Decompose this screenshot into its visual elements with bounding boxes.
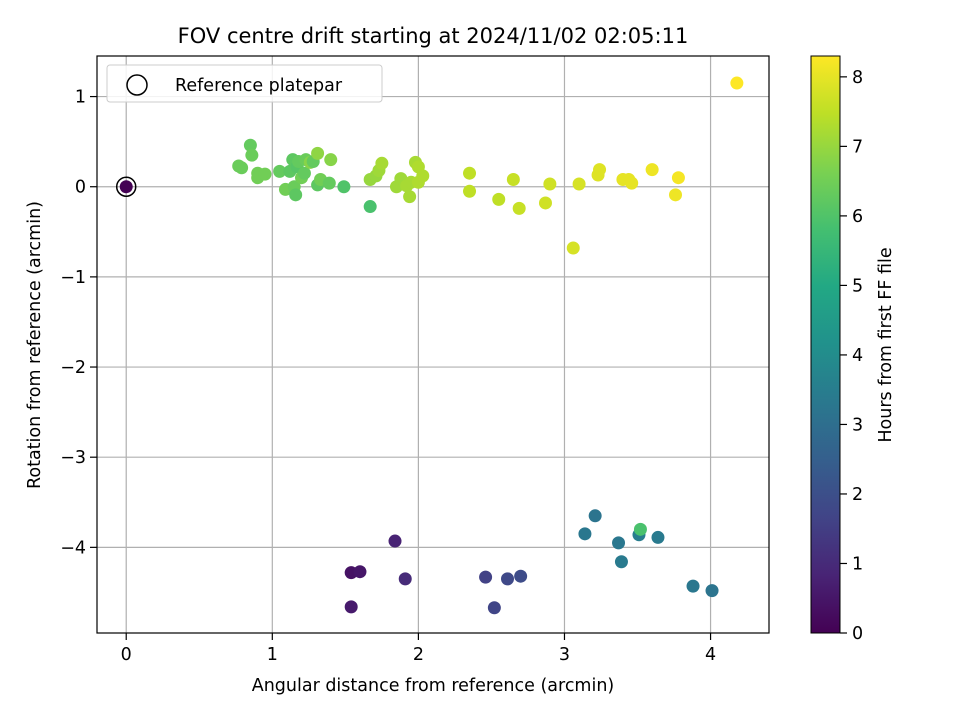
- data-point: [492, 192, 506, 206]
- data-point: [612, 536, 626, 550]
- data-point: [258, 167, 272, 181]
- data-point: [375, 156, 389, 170]
- x-tick-label: 0: [121, 645, 132, 665]
- x-tick-label: 2: [413, 645, 424, 665]
- y-tick-label: −3: [60, 448, 86, 468]
- data-point: [416, 169, 430, 183]
- plot-frame: [96, 55, 770, 634]
- data-point: [645, 163, 659, 177]
- y-tick-label: 1: [75, 88, 86, 108]
- y-tick-label: −1: [60, 268, 86, 288]
- data-point: [730, 76, 744, 90]
- y-axis-label: Rotation from reference (arcmin): [25, 201, 45, 489]
- data-point: [243, 138, 257, 152]
- data-point: [593, 163, 607, 177]
- y-tick-label: −4: [60, 538, 86, 558]
- legend-marker: [126, 74, 148, 96]
- data-point: [289, 188, 303, 202]
- data-point: [686, 579, 700, 593]
- colorbar-tick-label: 0: [852, 624, 863, 644]
- x-tick-label: 3: [559, 645, 570, 665]
- x-axis-ticks: 0 1 2 3 4: [121, 633, 716, 665]
- data-point: [322, 176, 336, 190]
- data-point: [671, 171, 685, 185]
- colorbar: 0 1 2 3 4 5 6 7 8 Hours from first FF file: [810, 55, 896, 644]
- x-tick-label: 1: [267, 645, 278, 665]
- colorbar-tick-label: 7: [852, 137, 863, 157]
- data-point: [572, 177, 586, 191]
- data-point: [566, 241, 580, 255]
- data-point: [119, 180, 133, 194]
- colorbar-tick-label: 1: [852, 554, 863, 574]
- x-axis-label: Angular distance from reference (arcmin): [252, 676, 615, 696]
- data-point: [353, 565, 367, 579]
- data-point: [363, 200, 377, 214]
- data-point: [614, 555, 628, 569]
- data-point: [512, 201, 526, 215]
- data-point: [337, 180, 351, 194]
- y-axis-ticks: 1 0 −1 −2 −3 −4: [60, 88, 97, 558]
- colorbar-gradient: [810, 55, 841, 634]
- colorbar-ticks: 0 1 2 3 4 5 6 7 8: [840, 68, 863, 644]
- data-point: [506, 173, 520, 187]
- y-tick-label: −2: [60, 358, 86, 378]
- data-point: [479, 570, 493, 584]
- data-point: [245, 148, 259, 162]
- data-point: [463, 184, 477, 198]
- chart-title: FOV centre drift starting at 2024/11/02 …: [178, 24, 689, 48]
- data-point: [633, 522, 647, 536]
- data-point: [487, 601, 501, 615]
- legend-box: [106, 64, 383, 103]
- colorbar-tick-label: 3: [852, 415, 863, 435]
- legend-entry-reference-platepar: Reference platepar: [175, 76, 343, 96]
- data-point: [705, 584, 719, 598]
- scatter-points: [115, 76, 744, 615]
- data-point: [538, 196, 552, 210]
- legend: Reference platepar: [106, 64, 383, 103]
- x-tick-label: 4: [705, 645, 716, 665]
- colorbar-tick-label: 2: [852, 485, 863, 505]
- data-point: [514, 569, 528, 583]
- data-point: [344, 600, 358, 614]
- data-point: [398, 572, 412, 586]
- data-point: [651, 530, 665, 544]
- plot-area: [97, 56, 769, 633]
- reference-platepar-marker: [115, 176, 137, 197]
- colorbar-label: Hours from first FF file: [876, 247, 896, 442]
- y-tick-label: 0: [75, 178, 86, 198]
- colorbar-tick-label: 6: [852, 207, 863, 227]
- data-point: [588, 509, 602, 523]
- colorbar-tick-label: 8: [852, 68, 863, 88]
- data-point: [388, 534, 402, 548]
- data-point: [273, 164, 287, 178]
- data-point: [501, 572, 515, 586]
- data-point: [403, 190, 417, 204]
- data-point: [669, 188, 683, 202]
- colorbar-tick-label: 5: [852, 276, 863, 296]
- colorbar-tick-label: 4: [852, 346, 863, 366]
- data-point: [578, 527, 592, 541]
- data-point: [543, 177, 557, 191]
- data-point: [311, 146, 325, 160]
- data-point: [324, 153, 338, 167]
- data-point: [235, 161, 249, 175]
- data-point: [297, 166, 311, 180]
- data-point: [463, 166, 477, 180]
- data-point: [625, 176, 639, 190]
